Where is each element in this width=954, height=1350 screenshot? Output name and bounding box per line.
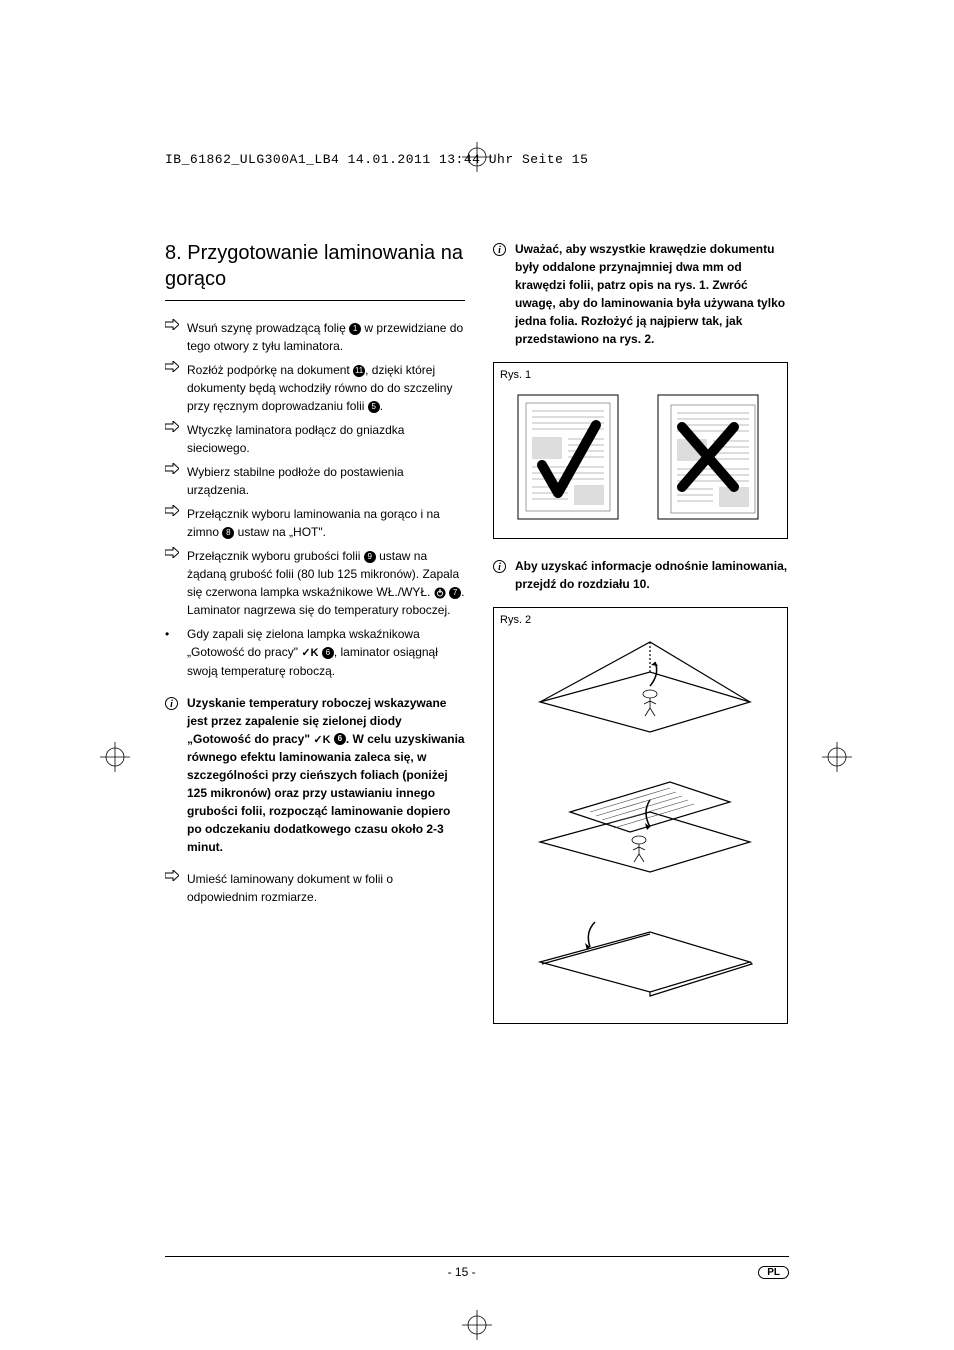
language-badge: PL [758, 1266, 789, 1279]
arrow-icon [165, 463, 187, 474]
info-icon: i [493, 243, 506, 256]
ok-icon: ✓K [313, 732, 330, 749]
figure-1-label: Rys. 1 [500, 369, 781, 381]
reg-mark-right [822, 742, 852, 772]
print-header-line: IB_61862_ULG300A1_LB4 14.01.2011 13:44 U… [165, 152, 588, 167]
reg-mark-bottom [462, 1310, 492, 1340]
ref-circle-icon: 6 [322, 647, 334, 659]
figure-2-svg [500, 632, 780, 1012]
instruction-item: •Gdy zapali się zielona lampka wskaźniko… [165, 625, 465, 680]
ref-circle-icon: 5 [368, 401, 380, 413]
instruction-text: Wtyczkę laminatora podłącz do gniazdka s… [187, 421, 465, 457]
info-icon: i [493, 560, 506, 573]
instruction-last: Umieść laminowany dokument w folii o odp… [165, 870, 465, 906]
figure-1-svg [500, 387, 780, 527]
ref-circle-icon: 9 [364, 551, 376, 563]
arrow-icon [165, 870, 187, 881]
instruction-list: Wsuń szynę prowadzącą folię 1 w przewidz… [165, 319, 465, 680]
instruction-text: Rozłóż podpórkę na dokument 11, dzięki k… [187, 361, 465, 415]
instruction-item: Przełącznik wyboru laminowania na gorąco… [165, 505, 465, 541]
info-note-right-1: i Uważać, aby wszystkie krawędzie dokume… [493, 240, 788, 348]
info-note-text: Uzyskanie temperatury roboczej wskazywan… [187, 694, 465, 857]
ok-icon: ✓K [301, 645, 318, 662]
ref-circle-icon: 7 [449, 587, 461, 599]
arrow-icon [165, 547, 187, 558]
instruction-text: Umieść laminowany dokument w folii o odp… [187, 870, 465, 906]
instruction-text: Wsuń szynę prowadzącą folię 1 w przewidz… [187, 319, 465, 355]
bullet-icon: • [165, 625, 187, 643]
section-heading: 8. Przygotowanie laminowania na gorąco [165, 240, 465, 301]
info-note-right-2: i Aby uzyskać informacje odnośnie lamino… [493, 557, 788, 593]
page-footer: - 15 - PL [165, 1256, 789, 1279]
instruction-text: Przełącznik wyboru laminowania na gorąco… [187, 505, 465, 541]
instruction-text: Przełącznik wyboru grubości folii 9 usta… [187, 547, 465, 619]
instruction-item: Przełącznik wyboru grubości folii 9 usta… [165, 547, 465, 619]
figure-2-label: Rys. 2 [500, 614, 781, 626]
figure-1: Rys. 1 [493, 362, 788, 539]
left-column: 8. Przygotowanie laminowania na gorąco W… [165, 240, 465, 1042]
info-text: Uważać, aby wszystkie krawędzie dokument… [515, 240, 788, 348]
info-note-left: i Uzyskanie temperatury roboczej wskazyw… [165, 694, 465, 857]
page-number: - 15 - [448, 1265, 476, 1279]
figure-2: Rys. 2 [493, 607, 788, 1024]
arrow-icon [165, 505, 187, 516]
info-icon: i [165, 697, 178, 710]
ref-circle-icon: 6 [334, 733, 346, 745]
reg-mark-left [100, 742, 130, 772]
arrow-icon [165, 421, 187, 432]
ref-circle-icon: 11 [353, 365, 365, 377]
info-text: Aby uzyskać informacje odnośnie laminowa… [515, 557, 788, 593]
instruction-item: Wsuń szynę prowadzącą folię 1 w przewidz… [165, 319, 465, 355]
instruction-item: Rozłóż podpórkę na dokument 11, dzięki k… [165, 361, 465, 415]
instruction-text: Wybierz stabilne podłoże do postawienia … [187, 463, 465, 499]
ref-circle-icon: 1 [349, 323, 361, 335]
arrow-icon [165, 361, 187, 372]
instruction-text: Gdy zapali się zielona lampka wskaźnikow… [187, 625, 465, 680]
right-column: i Uważać, aby wszystkie krawędzie dokume… [493, 240, 788, 1042]
arrow-icon [165, 319, 187, 330]
instruction-item: Wybierz stabilne podłoże do postawienia … [165, 463, 465, 499]
instruction-item: Wtyczkę laminatora podłącz do gniazdka s… [165, 421, 465, 457]
ref-circle-icon: 8 [222, 527, 234, 539]
